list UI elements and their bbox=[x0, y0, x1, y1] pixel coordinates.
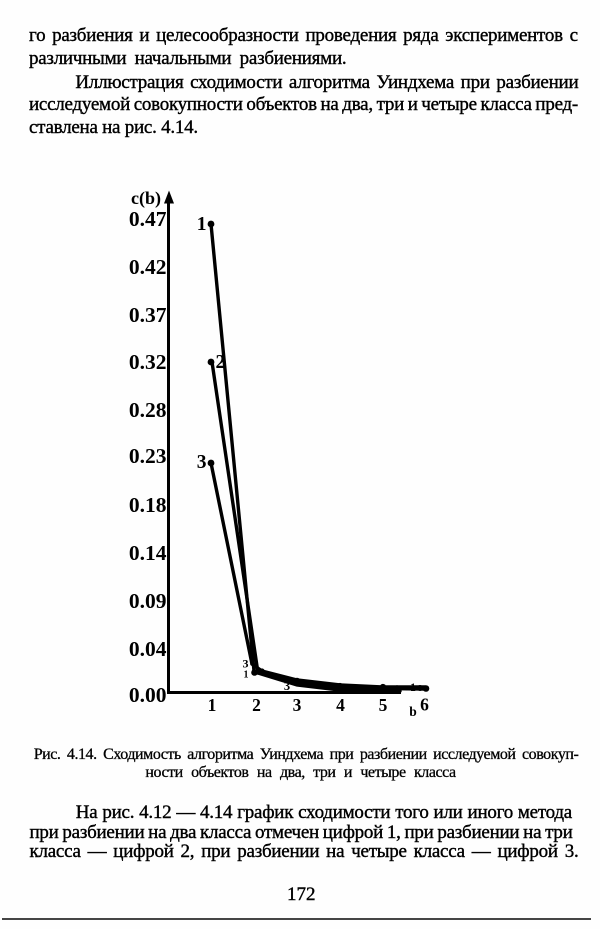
svg-text:3: 3 bbox=[243, 657, 249, 671]
svg-text:0.14: 0.14 bbox=[129, 541, 167, 565]
svg-text:0.28: 0.28 bbox=[129, 398, 167, 422]
svg-text:0.04: 0.04 bbox=[129, 637, 167, 661]
svg-text:0.23: 0.23 bbox=[129, 444, 167, 468]
svg-text:b: b bbox=[409, 704, 417, 719]
svg-text:5: 5 bbox=[379, 695, 388, 715]
svg-text:3: 3 bbox=[197, 452, 207, 473]
svg-text:0.37: 0.37 bbox=[129, 303, 167, 327]
svg-text:0.32: 0.32 bbox=[129, 350, 167, 374]
svg-text:c(b): c(b) bbox=[131, 188, 161, 209]
svg-text:1: 1 bbox=[197, 214, 207, 235]
svg-text:0.00: 0.00 bbox=[129, 683, 167, 707]
svg-text:2: 2 bbox=[252, 695, 261, 715]
svg-text:0.18: 0.18 bbox=[129, 493, 167, 517]
svg-text:0.42: 0.42 bbox=[129, 255, 167, 279]
svg-text:3: 3 bbox=[284, 679, 290, 693]
svg-text:3: 3 bbox=[293, 695, 302, 715]
svg-text:1: 1 bbox=[244, 670, 249, 681]
svg-text:6: 6 bbox=[420, 695, 429, 715]
svg-text:4: 4 bbox=[336, 695, 345, 715]
svg-text:2: 2 bbox=[216, 352, 226, 373]
svg-text:1: 1 bbox=[208, 695, 217, 715]
svg-text:0.47: 0.47 bbox=[129, 207, 167, 231]
svg-text:0.09: 0.09 bbox=[129, 589, 167, 613]
